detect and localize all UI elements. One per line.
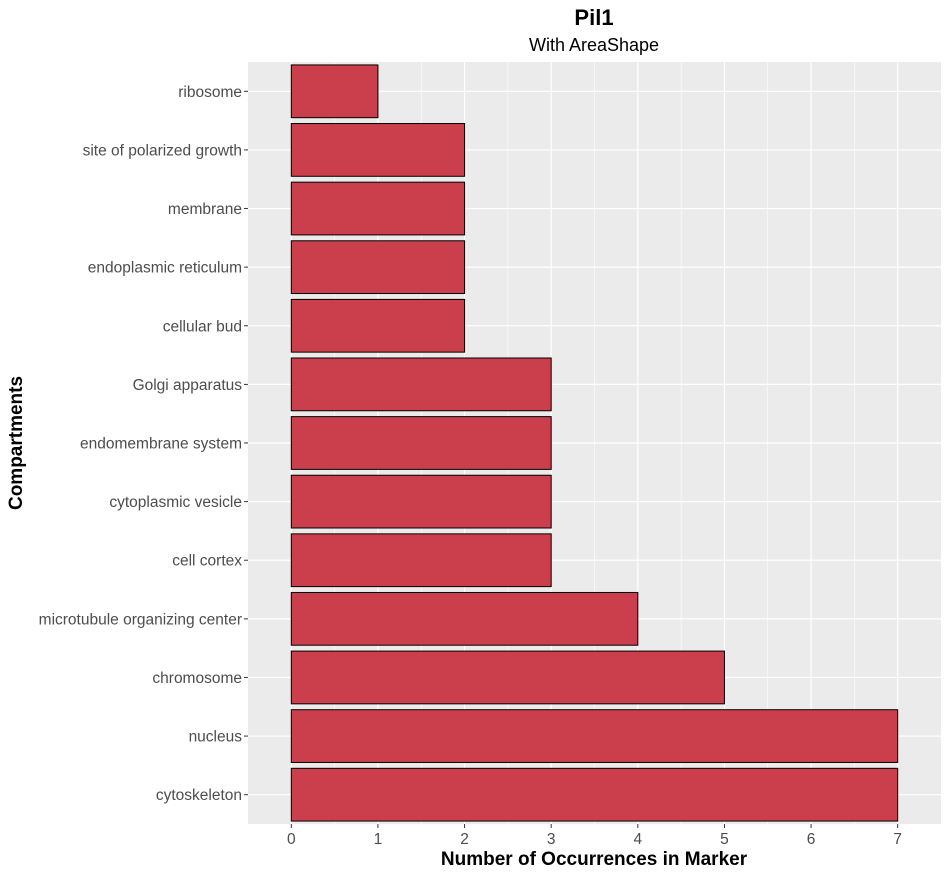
chart-subtitle: With AreaShape [529,35,659,55]
bar-cell-cortex [290,533,552,588]
y-tick-label: ribosome [178,84,242,101]
bar-microtubule-organizing-center [290,591,639,646]
bar-endoplasmic-reticulum [290,240,466,295]
y-tick-label: cell cortex [172,553,242,570]
y-tick-label: nucleus [189,729,243,746]
bar-cellular-bud [290,298,466,353]
y-tick-label: membrane [168,201,242,218]
x-tick-label: 3 [547,831,556,848]
y-tick-label: endomembrane system [80,436,242,453]
chart-title: Pil1 [574,5,613,30]
y-tick-label: endoplasmic reticulum [88,260,242,277]
x-tick-label: 7 [893,831,902,848]
bar-chromosome [290,650,725,705]
bar-site-of-polarized-growth [290,123,466,177]
y-tick-label: cytoskeleton [156,787,242,804]
x-tick-label: 4 [634,831,643,848]
bar-endomembrane-system [290,416,552,470]
y-tick-label: cellular bud [163,318,242,335]
y-axis-title: Compartments [6,376,27,510]
bar-ribosome [290,64,379,119]
x-axis-title: Number of Occurrences in Marker [441,849,748,870]
bar-golgi-apparatus [290,357,552,412]
y-axis-ticks: ribosome site of polarized growth membrane… [39,84,248,804]
x-tick-label: 6 [807,831,816,848]
x-tick-label: 2 [460,831,469,848]
x-tick-label: 1 [374,831,383,848]
y-tick-label: microtubule organizing center [39,611,242,628]
x-tick-label: 5 [720,831,729,848]
y-tick-label: Golgi apparatus [133,377,243,394]
bar-cytoplasmic-vesicle [290,474,552,529]
bars [290,64,899,822]
bar-cytoskeleton [290,767,899,822]
y-tick-label: chromosome [152,670,242,687]
x-tick-label: 0 [287,831,296,848]
y-tick-label: site of polarized growth [83,142,242,159]
bar-membrane [290,181,466,236]
bar-nucleus [290,709,899,763]
x-axis-ticks: 0 1 2 3 4 5 6 7 [287,824,902,848]
y-tick-label: cytoplasmic vesicle [109,494,242,511]
